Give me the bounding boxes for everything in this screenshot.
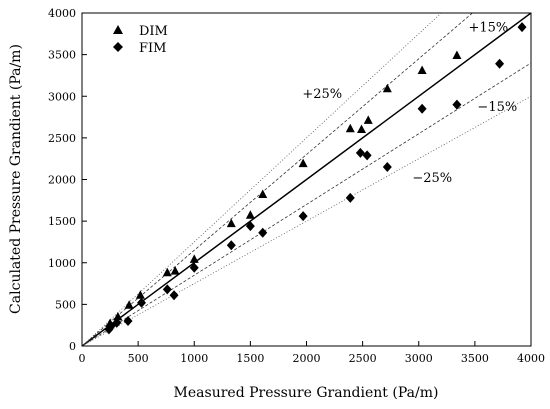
x-tick-label: 1000 xyxy=(180,352,208,365)
reference-line xyxy=(82,13,473,346)
fim-data-point xyxy=(112,317,122,328)
y-tick-label: 0 xyxy=(69,340,76,353)
reference-line xyxy=(82,62,531,346)
fim-data-point xyxy=(169,290,179,301)
x-tick-label: 3500 xyxy=(461,352,489,365)
y-tick-label: 1000 xyxy=(48,257,76,270)
fim-data-point xyxy=(298,211,308,222)
x-axis-ticks: 0 500 1000 1500 2000 2500 3000 3500 4000 xyxy=(79,341,545,365)
dim-data-point xyxy=(382,83,392,93)
fim-data-point xyxy=(517,22,527,33)
fim-data-point xyxy=(245,221,255,232)
dim-data-point xyxy=(124,300,134,309)
x-tick-label: 3000 xyxy=(405,352,433,365)
reference-line-label: −25% xyxy=(412,171,452,186)
dim-data-point xyxy=(345,123,355,133)
legend-marker-dim xyxy=(113,25,123,34)
dim-data-point xyxy=(357,124,367,134)
reference-line-labels: +15% −15% +25% −25% xyxy=(302,20,517,186)
y-tick-label: 500 xyxy=(55,298,76,311)
dim-data-point xyxy=(363,115,373,124)
reference-lines xyxy=(82,13,531,346)
data-markers xyxy=(104,22,527,335)
y-axis-title: Calculated Pressure Grandient (Pa/m) xyxy=(8,44,24,314)
dim-data-point xyxy=(189,254,199,263)
fim-data-point xyxy=(162,284,172,295)
x-tick-label: 0 xyxy=(79,352,86,365)
y-tick-label: 2000 xyxy=(48,174,76,187)
y-tick-label: 4000 xyxy=(48,7,76,20)
fim-data-point xyxy=(417,103,427,114)
dim-data-point xyxy=(226,218,236,228)
x-tick-label: 4000 xyxy=(517,352,545,365)
reference-line-label: +15% xyxy=(468,20,508,35)
y-axis-ticks: 0 500 1000 1500 2000 2500 3000 3500 4000 xyxy=(48,7,87,353)
fim-data-point xyxy=(226,240,236,251)
dim-data-point xyxy=(135,290,145,299)
dim-data-point xyxy=(113,311,123,321)
x-tick-label: 2000 xyxy=(293,352,321,365)
fim-data-point xyxy=(495,58,505,69)
dim-data-point xyxy=(417,65,427,74)
fim-data-point xyxy=(258,227,268,238)
y-tick-label: 3500 xyxy=(48,49,76,62)
dim-data-point xyxy=(452,50,462,59)
fim-data-point xyxy=(362,150,372,161)
fim-data-point xyxy=(345,192,355,203)
legend: DIM FIM xyxy=(113,24,168,56)
x-axis-title: Measured Pressure Grandient (Pa/m) xyxy=(174,385,439,401)
dim-data-point xyxy=(162,267,172,277)
dim-data-point xyxy=(298,158,308,168)
dim-data-point xyxy=(170,266,180,275)
fim-data-point xyxy=(189,262,199,273)
fim-data-point xyxy=(452,99,462,110)
legend-label-fim: FIM xyxy=(139,41,166,56)
reference-line xyxy=(82,13,531,346)
legend-marker-fim xyxy=(113,42,123,52)
x-tick-label: 500 xyxy=(128,352,149,365)
fim-data-point xyxy=(136,297,146,308)
fim-data-point xyxy=(123,316,133,327)
reference-line-label: −15% xyxy=(477,100,517,115)
fim-data-point xyxy=(382,162,392,173)
y-tick-label: 2500 xyxy=(48,132,76,145)
legend-label-dim: DIM xyxy=(139,24,168,39)
reference-line-label: +25% xyxy=(302,87,342,102)
y-tick-label: 3000 xyxy=(48,90,76,103)
dim-data-point xyxy=(258,189,268,198)
dim-data-point xyxy=(245,210,255,219)
y-tick-label: 1500 xyxy=(48,215,76,228)
reference-line xyxy=(82,13,442,346)
reference-line xyxy=(82,95,531,346)
x-tick-label: 2500 xyxy=(349,352,377,365)
x-tick-label: 1500 xyxy=(236,352,264,365)
